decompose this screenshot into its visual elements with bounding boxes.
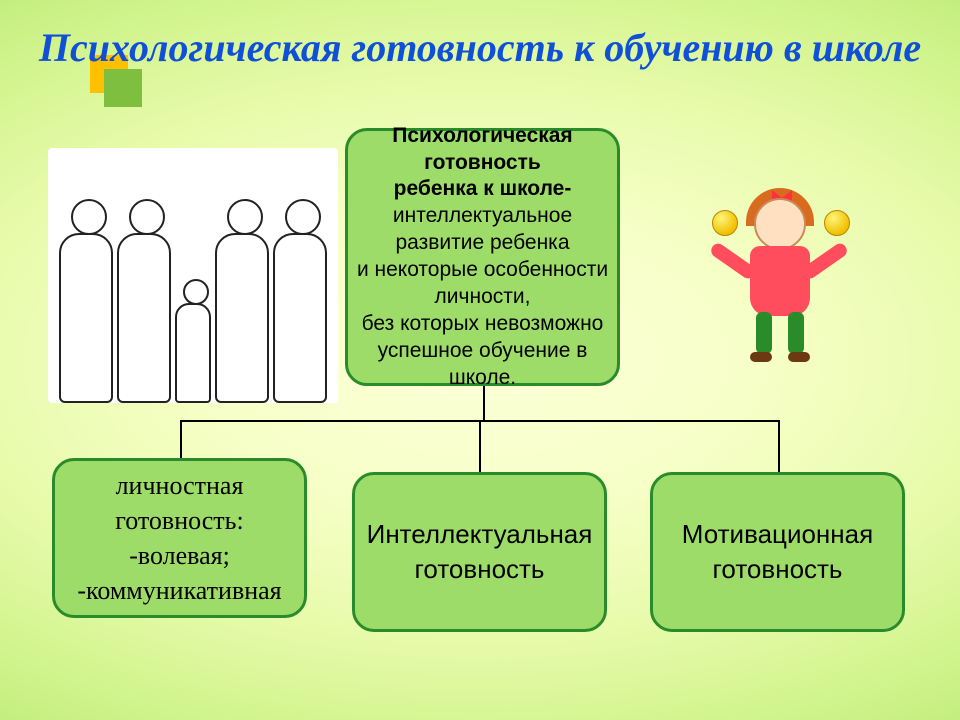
decor-square-front bbox=[104, 69, 142, 107]
slide-title: Психологическая готовность к обучению в … bbox=[0, 25, 960, 71]
child-label: Мотивационная готовность bbox=[663, 517, 892, 587]
illustration-child-bells bbox=[680, 168, 880, 358]
illustration-adults-child bbox=[48, 148, 338, 403]
diagram-child-motivational: Мотивационная готовность bbox=[650, 472, 905, 632]
connector-drop-right bbox=[778, 420, 780, 472]
connector-stem bbox=[483, 386, 485, 422]
connector-drop-left bbox=[180, 420, 182, 458]
diagram-child-intellectual: Интеллектуальная готовность bbox=[352, 472, 607, 632]
child-label: личностная готовность:-волевая;-коммуник… bbox=[65, 468, 294, 608]
root-bold-text: Психологическая готовностьребенка к школ… bbox=[356, 123, 609, 204]
diagram-root-node: Психологическая готовностьребенка к школ… bbox=[345, 128, 620, 386]
root-plain-text: интеллектуальное развитие ребенкаи некот… bbox=[356, 203, 609, 391]
connector-drop-middle bbox=[479, 420, 481, 472]
diagram-child-personal: личностная готовность:-волевая;-коммуник… bbox=[52, 458, 307, 618]
child-label: Интеллектуальная готовность bbox=[365, 517, 594, 587]
